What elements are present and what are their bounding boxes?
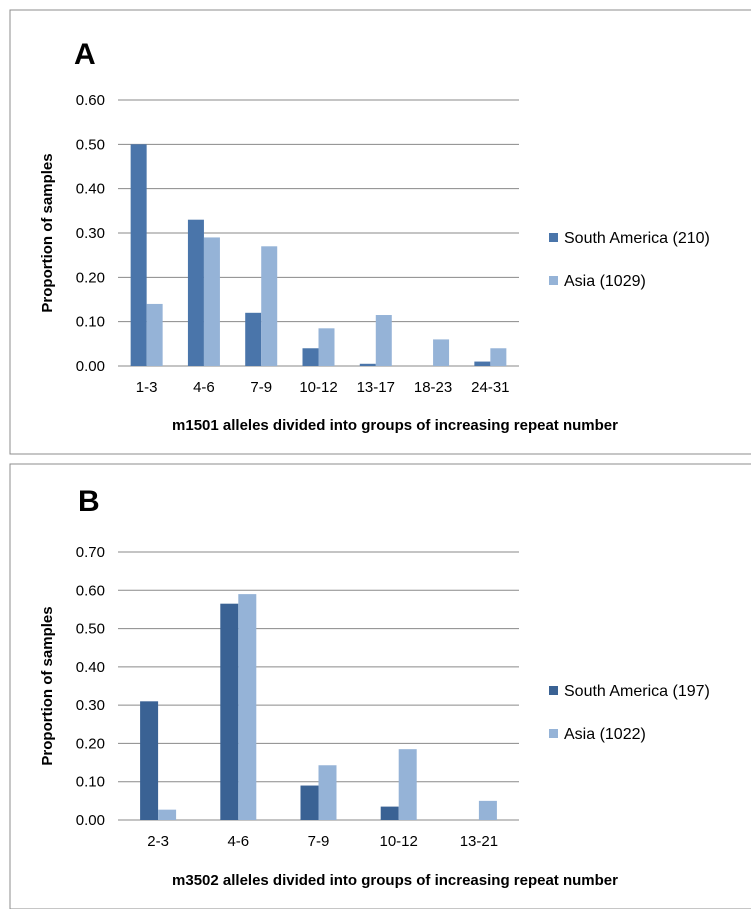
x-tick-label: 1-3 (136, 379, 158, 396)
y-tick-label: 0.10 (76, 774, 105, 791)
legend-label: Asia (1022) (564, 726, 646, 743)
y-tick-label: 0.40 (76, 181, 105, 198)
y-tick-label: 0.30 (76, 697, 105, 714)
legend-swatch (549, 729, 558, 738)
x-tick-label: 10-12 (380, 833, 418, 850)
bar (245, 312, 262, 366)
panel-frame (9, 9, 751, 455)
x-tick-label: 24-31 (471, 379, 509, 396)
bar (261, 246, 278, 366)
x-tick-label: 4-6 (193, 379, 215, 396)
y-tick-label: 0.50 (76, 136, 105, 153)
x-axis-title: m3502 alleles divided into groups of inc… (172, 872, 618, 889)
bar (433, 339, 450, 366)
bar (359, 363, 376, 366)
x-tick-label: 7-9 (250, 379, 272, 396)
x-tick-label: 4-6 (227, 833, 249, 850)
bar (140, 701, 159, 820)
y-tick-label: 0.20 (76, 735, 105, 752)
y-tick-label: 0.20 (76, 269, 105, 286)
x-tick-label: 13-21 (460, 833, 498, 850)
bar (478, 800, 497, 820)
legend-swatch (549, 233, 558, 242)
legend-swatch (549, 276, 558, 285)
y-tick-label: 0.60 (76, 582, 105, 599)
bar (375, 315, 392, 366)
bar (380, 806, 399, 820)
bar (203, 237, 220, 366)
x-tick-label: 18-23 (414, 379, 452, 396)
bar (302, 348, 319, 366)
legend-label: South America (197) (564, 683, 710, 700)
y-tick-label: 0.70 (76, 544, 105, 561)
panel-label: A (74, 38, 96, 71)
x-tick-label: 10-12 (299, 379, 337, 396)
bar (318, 765, 337, 820)
chart-panel-b: B 0.00 0.10 0.20 0.30 0.40 0.50 0.60 0.70 2-3 4-6 7… (9, 463, 751, 909)
bar (490, 348, 507, 366)
bar (238, 594, 257, 820)
bar (146, 303, 163, 366)
bar (318, 328, 335, 366)
bar (220, 603, 239, 820)
y-axis-title: Proportion of samples (39, 606, 56, 765)
y-axis-title: Proportion of samples (39, 153, 56, 312)
x-tick-label: 13-17 (357, 379, 395, 396)
bar (130, 144, 147, 366)
panel-label: B (78, 485, 100, 518)
y-tick-label: 0.00 (76, 812, 105, 829)
legend-label: South America (210) (564, 230, 710, 247)
bar (158, 809, 177, 820)
chart-panel-a: A 0.00 0.10 0.20 0.30 0.40 0.50 0.60 1-3 4-6 7-9 10… (9, 9, 751, 455)
legend-label: Asia (1029) (564, 273, 646, 290)
bar (300, 785, 319, 820)
bar (474, 361, 491, 366)
panel-frame (9, 463, 751, 909)
x-tick-label: 7-9 (308, 833, 330, 850)
y-tick-label: 0.50 (76, 621, 105, 638)
y-tick-label: 0.40 (76, 659, 105, 676)
x-tick-label: 2-3 (147, 833, 169, 850)
bar (398, 749, 417, 820)
bar (187, 219, 204, 366)
y-tick-label: 0.60 (76, 92, 105, 109)
legend-swatch (549, 686, 558, 695)
y-tick-label: 0.30 (76, 225, 105, 242)
y-tick-label: 0.00 (76, 358, 105, 375)
y-tick-label: 0.10 (76, 314, 105, 331)
x-axis-title: m1501 alleles divided into groups of inc… (172, 417, 618, 434)
